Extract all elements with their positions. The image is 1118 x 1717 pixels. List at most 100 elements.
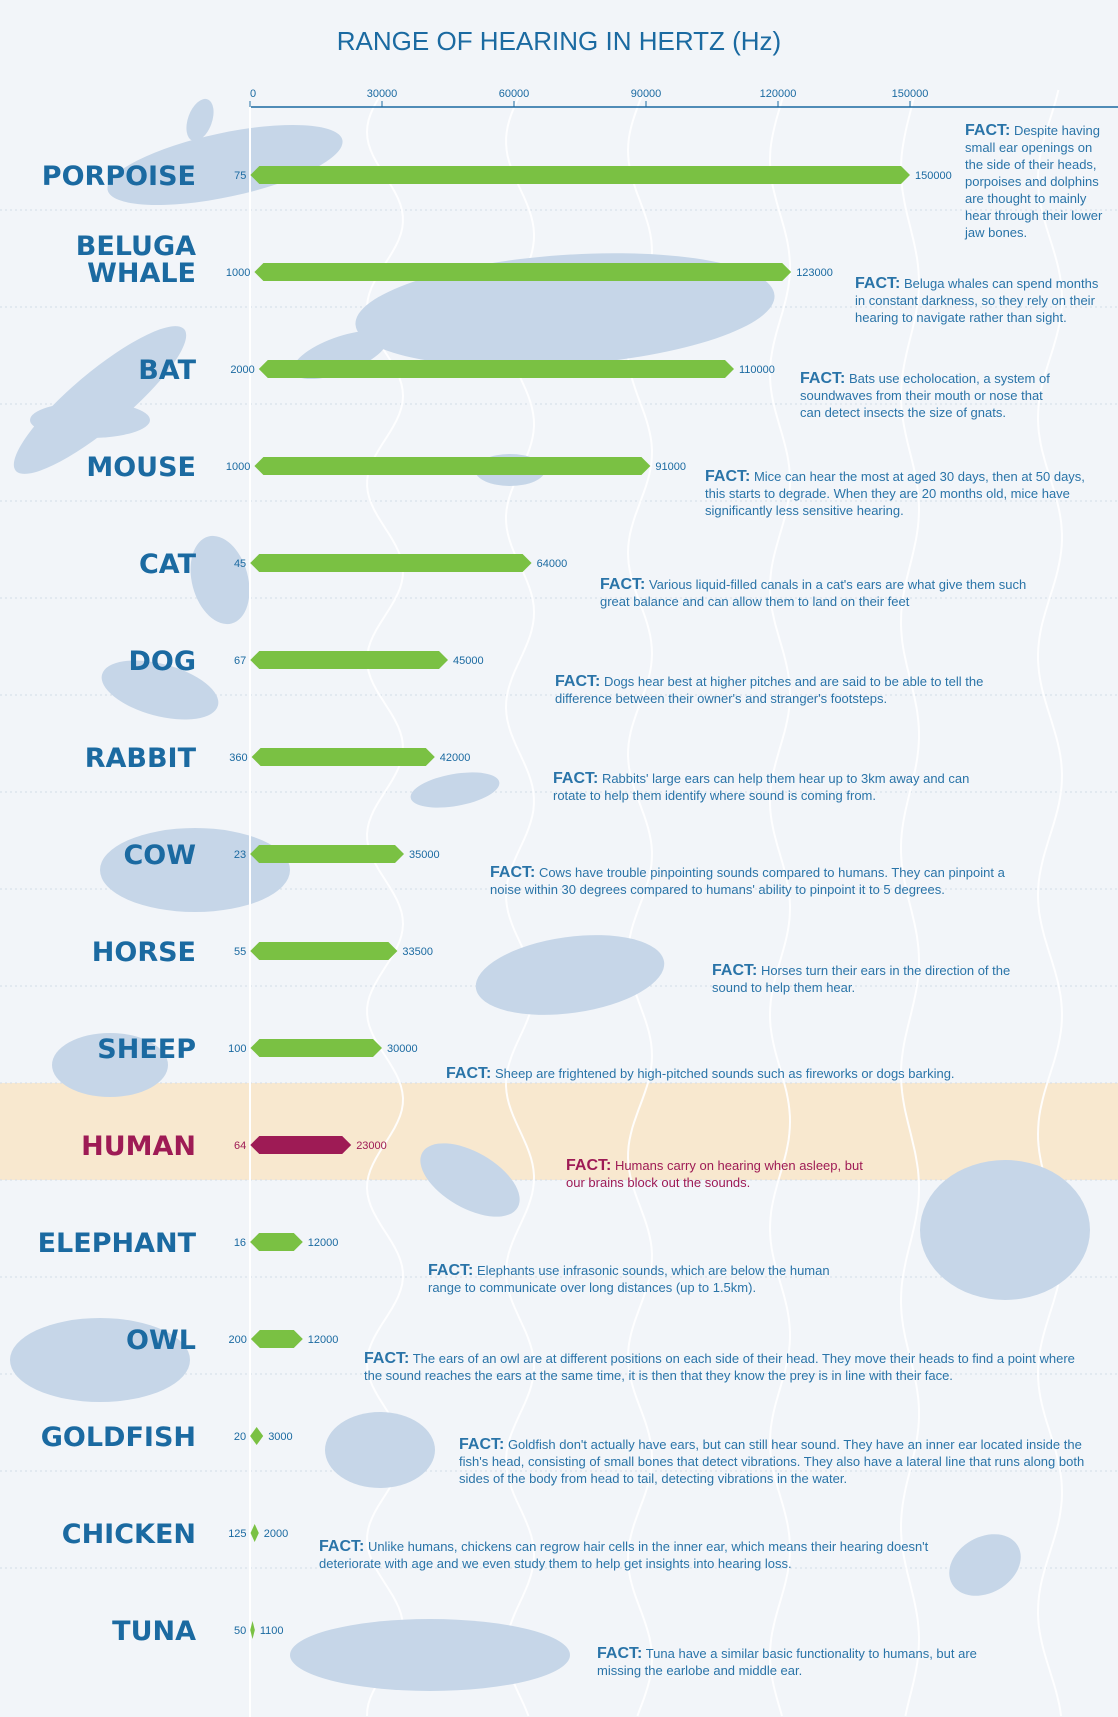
cat-silhouette-icon xyxy=(190,535,250,625)
row-porpoise: PORPOISE 75 150000 xyxy=(42,161,952,192)
fact-label: FACT: xyxy=(597,1645,643,1662)
range-bar xyxy=(250,1427,264,1445)
range-bar xyxy=(250,1621,255,1639)
fact-label: FACT: xyxy=(459,1436,505,1453)
fact-text: Sheep are frightened by high-pitched sou… xyxy=(491,1066,955,1081)
category-label: WHALE xyxy=(87,258,196,289)
fact-text: Tuna have a similar basic functionality … xyxy=(597,1646,977,1678)
high-value-label: 91000 xyxy=(655,461,686,473)
low-value-label: 67 xyxy=(234,655,246,667)
range-bar xyxy=(250,1330,303,1348)
fact-cow: FACT: Cows have trouble pinpointing soun… xyxy=(490,864,1010,898)
fact-text: Goldfish don't actually have ears, but c… xyxy=(459,1437,1085,1486)
high-value-label: 12000 xyxy=(308,1334,339,1346)
fact-text: Cows have trouble pinpointing sounds com… xyxy=(490,865,1005,897)
high-value-label: 42000 xyxy=(440,752,471,764)
fact-label: FACT: xyxy=(705,468,751,485)
rabbit-silhouette-icon xyxy=(410,772,500,808)
fact-text: Humans carry on hearing when asleep, but… xyxy=(566,1158,863,1190)
fact-label: FACT: xyxy=(553,770,599,787)
row-cat: CAT 45 64000 xyxy=(139,549,567,580)
range-bar xyxy=(254,457,651,475)
fact-label: FACT: xyxy=(800,370,846,387)
x-tick-label: 150000 xyxy=(892,88,929,100)
fact-text: Dogs hear best at higher pitches and are… xyxy=(555,674,984,706)
row-owl: OWL 200 12000 xyxy=(126,1325,338,1356)
fact-label: FACT: xyxy=(364,1350,410,1367)
low-value-label: 20 xyxy=(234,1431,246,1443)
porpoise-silhouette-icon xyxy=(107,98,343,206)
animal-silhouettes xyxy=(10,98,1090,1691)
low-value-label: 23 xyxy=(234,849,246,861)
row-bands xyxy=(0,209,1118,1569)
high-value-label: 110000 xyxy=(739,364,775,376)
category-label: OWL xyxy=(126,1325,196,1356)
category-label: CAT xyxy=(139,549,197,580)
fact-label: FACT: xyxy=(319,1538,365,1555)
fact-text: Elephants use infrasonic sounds, which a… xyxy=(428,1263,830,1295)
category-label: HORSE xyxy=(92,937,196,968)
row-bat: BAT 2000 110000 xyxy=(138,355,775,386)
category-label: TUNA xyxy=(112,1616,196,1647)
range-bar xyxy=(250,845,404,863)
low-value-label: 1000 xyxy=(226,267,250,279)
x-tick-label: 60000 xyxy=(499,88,530,100)
category-label: SHEEP xyxy=(97,1034,196,1065)
row-horse: HORSE 55 33500 xyxy=(92,937,433,968)
fact-elephant: FACT: Elephants use infrasonic sounds, w… xyxy=(428,1262,858,1296)
row-mouse: MOUSE 1000 91000 xyxy=(86,452,686,483)
high-value-label: 123000 xyxy=(796,267,833,279)
x-tick-label: 0 xyxy=(250,88,256,100)
horse-silhouette-icon xyxy=(475,935,665,1015)
low-value-label: 16 xyxy=(234,1237,246,1249)
high-value-label: 64000 xyxy=(537,558,568,570)
low-value-label: 50 xyxy=(234,1625,246,1637)
row-cow: COW 23 35000 xyxy=(123,840,439,871)
row-tuna: TUNA 50 1100 xyxy=(112,1616,283,1647)
range-bar xyxy=(250,554,532,572)
fact-owl: FACT: The ears of an owl are at differen… xyxy=(364,1350,1084,1384)
sound-wave-line xyxy=(768,89,792,1717)
sound-wave-line xyxy=(899,89,921,1717)
high-value-label: 33500 xyxy=(402,946,433,958)
range-bar xyxy=(250,1039,382,1057)
x-tick-label: 90000 xyxy=(631,88,662,100)
cow-silhouette-icon xyxy=(100,828,290,912)
low-value-label: 125 xyxy=(228,1528,246,1540)
fact-goldfish: FACT: Goldfish don't actually have ears,… xyxy=(459,1436,1099,1487)
low-value-label: 2000 xyxy=(230,364,254,376)
range-bar xyxy=(251,748,435,766)
dog-silhouette-icon xyxy=(101,660,219,720)
fact-text: Rabbits' large ears can help them hear u… xyxy=(553,771,970,803)
fact-text: Bats use echolocation, a system of sound… xyxy=(800,371,1050,420)
range-bar xyxy=(258,360,734,378)
high-value-label: 12000 xyxy=(308,1237,339,1249)
category-label: COW xyxy=(123,840,196,871)
low-value-label: 55 xyxy=(234,946,246,958)
sound-wave-line xyxy=(1036,89,1064,1717)
category-label: GOLDFISH xyxy=(41,1422,196,1453)
fact-label: FACT: xyxy=(855,275,901,292)
fact-text: Unlike humans, chickens can regrow hair … xyxy=(319,1539,929,1571)
fact-label: FACT: xyxy=(965,122,1011,139)
high-value-label: 3000 xyxy=(268,1431,292,1443)
owl-silhouette-icon xyxy=(10,1318,190,1402)
range-bar xyxy=(250,1233,303,1251)
fact-label: FACT: xyxy=(428,1262,474,1279)
high-value-label: 2000 xyxy=(264,1528,288,1540)
fact-text: Mice can hear the most at aged 30 days, … xyxy=(705,469,1085,518)
low-value-label: 45 xyxy=(234,558,246,570)
low-value-label: 360 xyxy=(229,752,247,764)
row-dog: DOG 67 45000 xyxy=(128,646,483,677)
low-value-label: 200 xyxy=(229,1334,247,1346)
high-value-label: 150000 xyxy=(915,170,952,182)
fact-cat: FACT: Various liquid-filled canals in a … xyxy=(600,576,1030,610)
fact-label: FACT: xyxy=(566,1157,612,1174)
x-axis: 0 30000 60000 90000 120000 150000 xyxy=(249,88,1118,1717)
category-label: PORPOISE xyxy=(42,161,196,192)
fact-label: FACT: xyxy=(446,1065,492,1082)
high-value-label: 45000 xyxy=(453,655,484,667)
fact-mouse: FACT: Mice can hear the most at aged 30 … xyxy=(705,468,1095,519)
